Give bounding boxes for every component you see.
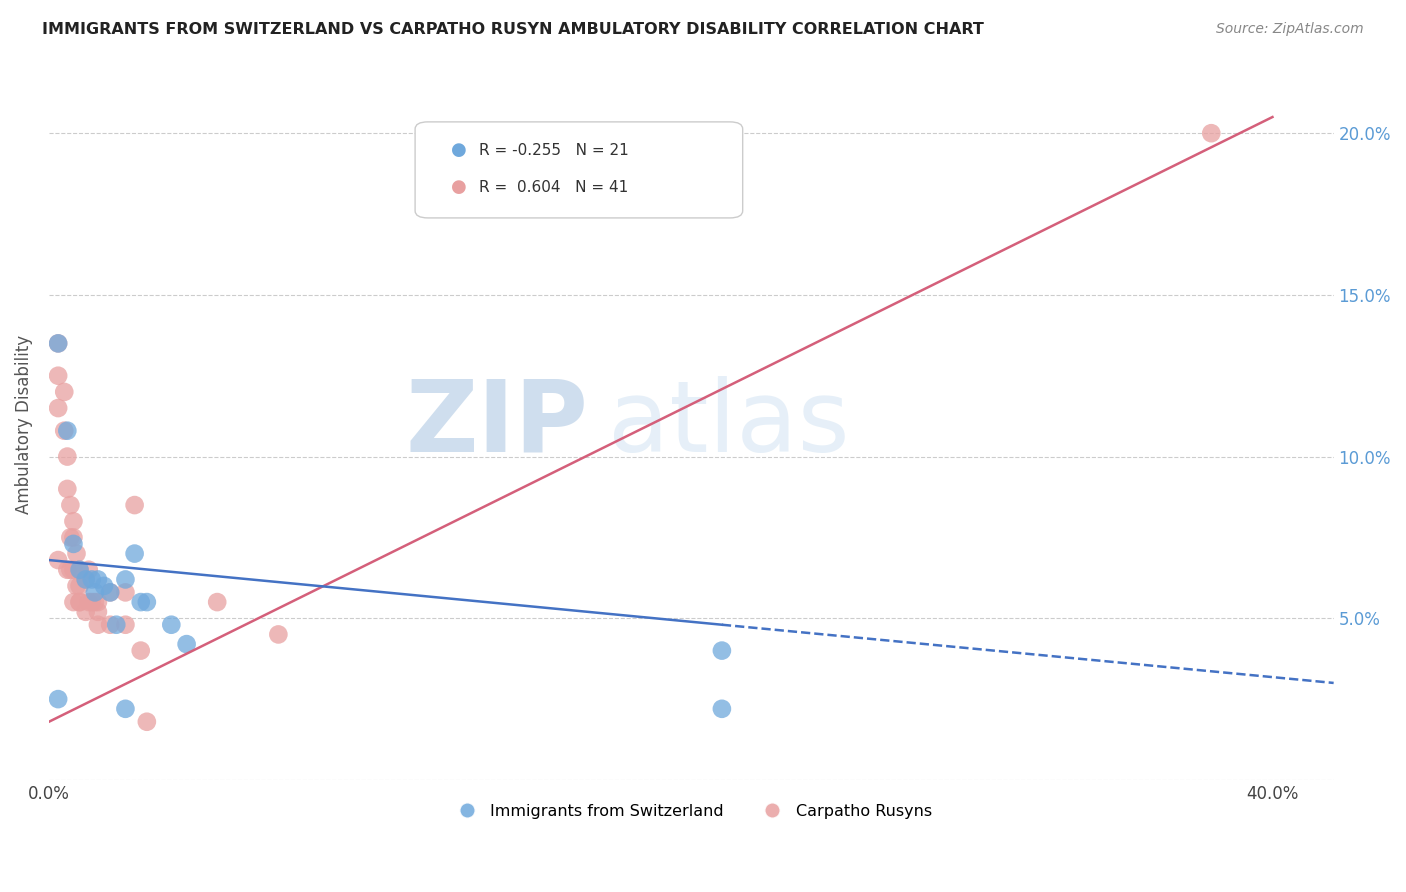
Point: [124, 498, 146, 512]
Point: [87, 617, 110, 632]
Point: [56, 450, 79, 464]
Point: [46, 401, 69, 415]
Text: Source: ZipAtlas.com: Source: ZipAtlas.com: [1216, 22, 1364, 37]
Point: [77, 595, 100, 609]
Point: [83, 585, 105, 599]
Point: [93, 579, 115, 593]
Legend: Immigrants from Switzerland, Carpatho Rusyns: Immigrants from Switzerland, Carpatho Ru…: [444, 797, 938, 825]
Point: [98, 585, 121, 599]
Point: [129, 595, 152, 609]
Point: [62, 563, 84, 577]
Text: ZIP: ZIP: [406, 376, 589, 473]
Text: R =  0.604   N = 41: R = 0.604 N = 41: [479, 180, 628, 194]
Text: atlas: atlas: [607, 376, 849, 473]
Point: [62, 537, 84, 551]
Point: [114, 617, 136, 632]
Point: [46, 336, 69, 351]
Point: [75, 573, 97, 587]
Point: [105, 617, 128, 632]
Point: [87, 573, 110, 587]
Point: [98, 617, 121, 632]
Point: [46, 368, 69, 383]
Point: [56, 424, 79, 438]
Point: [75, 573, 97, 587]
Text: ●: ●: [451, 178, 467, 196]
Text: ●: ●: [451, 141, 467, 160]
Y-axis label: Ambulatory Disability: Ambulatory Disability: [15, 334, 32, 514]
Point: [62, 595, 84, 609]
Point: [75, 605, 97, 619]
Point: [1201, 126, 1223, 140]
Point: [80, 595, 103, 609]
Point: [114, 702, 136, 716]
Point: [69, 563, 91, 577]
Point: [160, 617, 183, 632]
Point: [114, 585, 136, 599]
Point: [56, 482, 79, 496]
Point: [59, 563, 82, 577]
Point: [710, 643, 733, 657]
Point: [80, 573, 103, 587]
Point: [114, 573, 136, 587]
Point: [710, 702, 733, 716]
Text: IMMIGRANTS FROM SWITZERLAND VS CARPATHO RUSYN AMBULATORY DISABILITY CORRELATION : IMMIGRANTS FROM SWITZERLAND VS CARPATHO …: [42, 22, 984, 37]
Point: [267, 627, 290, 641]
Point: [62, 514, 84, 528]
Point: [87, 605, 110, 619]
Point: [176, 637, 198, 651]
Point: [69, 595, 91, 609]
Point: [46, 336, 69, 351]
Point: [69, 579, 91, 593]
Point: [83, 595, 105, 609]
FancyBboxPatch shape: [415, 122, 742, 218]
Point: [65, 547, 87, 561]
Point: [135, 714, 157, 729]
Point: [124, 547, 146, 561]
Point: [53, 424, 76, 438]
Point: [87, 595, 110, 609]
Point: [129, 643, 152, 657]
Point: [59, 498, 82, 512]
Point: [69, 595, 91, 609]
Point: [69, 563, 91, 577]
Point: [205, 595, 228, 609]
Point: [56, 563, 79, 577]
Point: [135, 595, 157, 609]
Point: [59, 530, 82, 544]
Point: [77, 563, 100, 577]
Point: [65, 579, 87, 593]
Point: [62, 530, 84, 544]
Point: [98, 585, 121, 599]
Point: [53, 384, 76, 399]
Point: [46, 692, 69, 706]
Point: [46, 553, 69, 567]
Text: R = -0.255   N = 21: R = -0.255 N = 21: [479, 143, 628, 158]
